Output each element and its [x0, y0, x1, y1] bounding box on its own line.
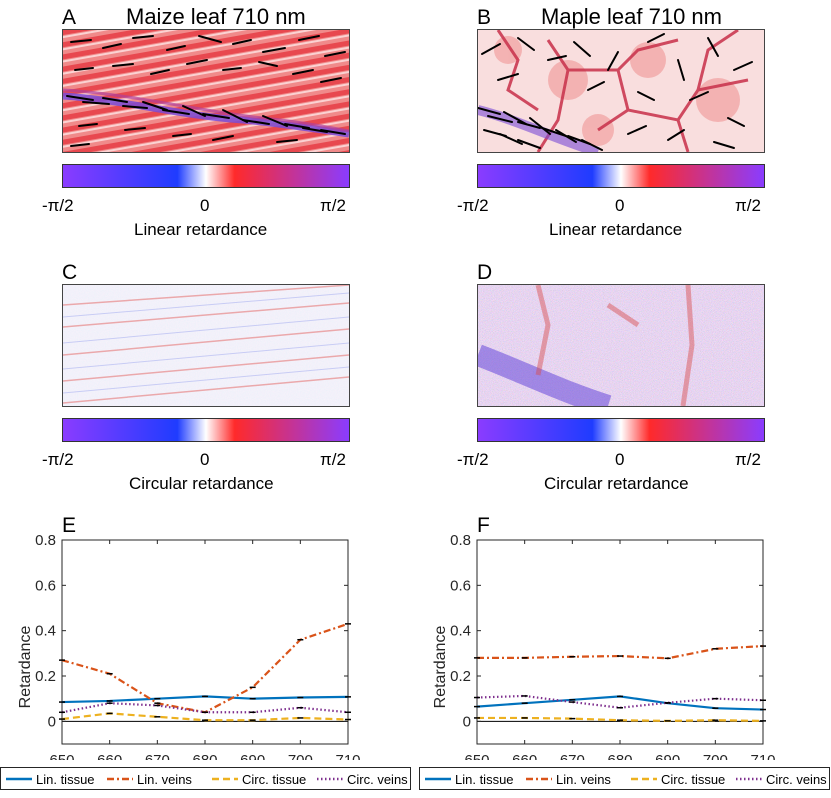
legend-f-label-lin-tissue: Lin. tissue	[455, 772, 514, 787]
colorbar-b	[477, 164, 765, 188]
chart-f: 00.20.40.60.8650660670680690700710Wavele…	[432, 532, 776, 760]
chart-f-xtick-label: 650	[464, 752, 489, 760]
panel-letter-a: A	[62, 6, 77, 29]
chart-e-xtick-label: 680	[192, 752, 217, 760]
legend-e-label-lin-tissue: Lin. tissue	[36, 772, 95, 787]
chart-e-xtick-label: 690	[240, 752, 265, 760]
colorbar-c-tick-zero: 0	[200, 450, 210, 469]
chart-e-ytick-label: 0.8	[35, 532, 56, 549]
chart-e-ytick-label: 0.6	[35, 577, 56, 594]
panel-letter-f: F	[477, 514, 490, 537]
panel-title-b: Maple leaf 710 nm	[541, 4, 722, 29]
chart-f-ytick-label: 0.8	[450, 532, 471, 549]
maple-circular-image-svg	[478, 285, 764, 406]
colorbar-d-tick-min: -π/2	[457, 450, 489, 469]
panel-letter-c: C	[62, 261, 78, 284]
colorbar-b-tick-min: -π/2	[457, 196, 489, 215]
colorbar-b-label: Linear retardance	[549, 220, 683, 239]
chart-e: 00.20.40.60.8650660670680690700710Wavele…	[17, 532, 361, 760]
chart-e-xtick-label: 710	[335, 752, 360, 760]
colorbar-c-label: Circular retardance	[129, 474, 274, 493]
legend-e-label-lin-veins: Lin. veins	[137, 772, 192, 787]
chart-e-xtick-label: 650	[49, 752, 74, 760]
colorbar-a-label: Linear retardance	[134, 220, 268, 239]
chart-e-ytick-label: 0.2	[35, 668, 56, 685]
chart-f-xtick-label: 680	[607, 752, 632, 760]
legend-e: Lin. tissue Lin. veins Circ. tissue Circ. v…	[0, 767, 411, 790]
colorbar-a-tick-max: π/2	[320, 196, 346, 215]
maize-circular-image-svg	[63, 285, 349, 406]
legend-f: Lin. tissue Lin. veins Circ. tissue Circ. v…	[419, 767, 830, 790]
legend-f-box	[419, 767, 830, 790]
colorbar-d-tick-zero: 0	[615, 450, 625, 469]
panel-letter-d: D	[477, 261, 493, 284]
legend-e-label-circ-tissue: Circ. tissue	[242, 772, 306, 787]
chart-f-xtick-label: 690	[655, 752, 680, 760]
panel-letter-e: E	[62, 514, 77, 537]
maize-linear-retardance-image	[62, 29, 350, 153]
maple-circular-retardance-image	[477, 284, 765, 407]
colorbar-b-tick-zero: 0	[615, 196, 625, 215]
panel-letter-b: B	[477, 6, 492, 29]
colorbar-d	[477, 418, 765, 442]
chart-e-xtick-label: 660	[97, 752, 122, 760]
colorbar-d-tick-max: π/2	[735, 450, 761, 469]
legend-f-label-circ-tissue: Circ. tissue	[661, 772, 725, 787]
colorbar-a-tick-zero: 0	[200, 196, 210, 215]
chart-f-xtick-label: 670	[560, 752, 585, 760]
colorbar-c	[62, 418, 350, 442]
legend-f-label-circ-veins: Circ. veins	[766, 772, 827, 787]
chart-f-xtick-label: 660	[512, 752, 537, 760]
chart-e-xtick-label: 670	[145, 752, 170, 760]
chart-f-xtick-label: 710	[750, 752, 775, 760]
legend-f-label-lin-veins: Lin. veins	[556, 772, 611, 787]
panel-title-a: Maize leaf 710 nm	[126, 4, 306, 29]
colorbar-a	[62, 164, 350, 188]
maple-linear-retardance-image	[477, 29, 765, 153]
chart-e-axes	[61, 539, 349, 745]
colorbar-b-tick-max: π/2	[735, 196, 761, 215]
chart-f-ytick-label: 0.2	[450, 668, 471, 685]
chart-f-xtick-label: 700	[703, 752, 728, 760]
chart-e-xtick-label: 700	[288, 752, 313, 760]
colorbar-c-tick-min: -π/2	[42, 450, 74, 469]
maple-linear-image-svg	[478, 30, 764, 152]
chart-f-axes	[476, 539, 764, 745]
chart-e-ytick-label: 0.4	[35, 623, 56, 640]
chart-f-ylabel: Retardance	[432, 626, 449, 709]
chart-e-ytick-label: 0	[48, 713, 56, 730]
chart-e-ylabel: Retardance	[17, 626, 34, 709]
colorbar-c-tick-max: π/2	[320, 450, 346, 469]
legend-e-label-circ-veins: Circ. veins	[347, 772, 408, 787]
legend-e-box	[0, 767, 411, 790]
chart-f-ytick-label: 0	[463, 713, 471, 730]
colorbar-d-label: Circular retardance	[544, 474, 689, 493]
maize-circular-retardance-image	[62, 284, 350, 407]
chart-f-ytick-label: 0.4	[450, 623, 471, 640]
colorbar-a-tick-min: -π/2	[42, 196, 74, 215]
chart-f-ytick-label: 0.6	[450, 577, 471, 594]
maize-linear-image-svg	[63, 30, 349, 152]
